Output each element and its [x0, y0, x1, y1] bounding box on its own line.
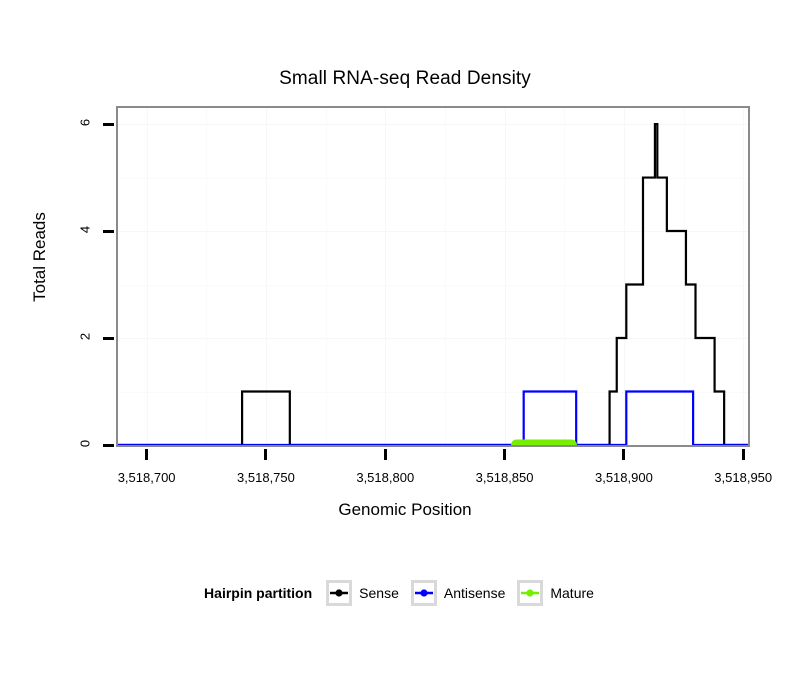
legend-key-icon [517, 580, 544, 606]
series-sense [118, 122, 748, 445]
y-axis-title: Total Reads [30, 212, 49, 302]
legend-item-sense[interactable]: Sense [326, 580, 399, 606]
x-tick-mark [741, 449, 745, 460]
gridline-vertical [504, 108, 506, 445]
gridline-horizontal [118, 124, 748, 126]
x-tick-mark [145, 449, 149, 460]
legend-item-antisense[interactable]: Antisense [410, 580, 506, 606]
gridline-horizontal-minor [118, 391, 748, 393]
x-axis-title: Genomic Position [338, 500, 472, 519]
x-tick-label: 3,518,900 [594, 470, 653, 485]
gridline-vertical-minor [206, 108, 208, 445]
y-tick-label: 2 [77, 332, 93, 341]
y-tick-mark [103, 336, 114, 340]
y-tick-mark [103, 229, 114, 233]
y-tick-mark [103, 443, 114, 447]
gridline-vertical [743, 108, 745, 445]
legend: Hairpin partition Sense Antisense Mature [0, 580, 810, 606]
legend-key-icon [410, 580, 437, 606]
gridline-horizontal [118, 338, 748, 340]
gridline-horizontal [118, 231, 748, 233]
y-tick-label: 6 [77, 118, 93, 127]
legend-label: Antisense [443, 585, 506, 601]
legend-item-mature[interactable]: Mature [517, 580, 594, 606]
series-antisense [118, 390, 748, 445]
x-tick-label: 3,518,800 [356, 470, 415, 485]
gridline-vertical-minor [444, 108, 446, 445]
x-tick-mark [503, 449, 507, 460]
gridline-horizontal-minor [118, 177, 748, 179]
x-tick-label: 3,518,700 [117, 470, 176, 485]
gridline-vertical-minor [325, 108, 327, 445]
legend-label: Mature [550, 585, 594, 601]
legend-label: Sense [359, 585, 399, 601]
gridline-vertical-minor [564, 108, 566, 445]
legend-title: Hairpin partition [204, 585, 313, 601]
gridline-horizontal [118, 445, 748, 446]
legend-items: Sense Antisense Mature [326, 580, 606, 606]
x-tick-label: 3,518,850 [475, 470, 534, 485]
series-layer [118, 122, 748, 445]
y-tick-label: 4 [77, 225, 93, 234]
gridline-vertical [146, 108, 148, 445]
x-tick-mark [622, 449, 626, 460]
gridline-horizontal-minor [118, 284, 748, 286]
x-tick-mark [383, 449, 387, 460]
legend-key-icon [326, 580, 353, 606]
gridline-vertical-minor [683, 108, 685, 445]
x-tick-label: 3,518,950 [714, 470, 773, 485]
gridline-vertical [623, 108, 625, 445]
y-tick-mark [103, 122, 114, 126]
gridline-vertical [385, 108, 387, 445]
plot-panel [116, 106, 750, 447]
x-tick-mark [264, 449, 268, 460]
x-tick-label: 3,518,750 [237, 470, 295, 485]
gridline-vertical [265, 108, 267, 445]
page-title: Small RNA-seq Read Density [279, 68, 531, 89]
y-tick-label: 0 [77, 439, 93, 448]
